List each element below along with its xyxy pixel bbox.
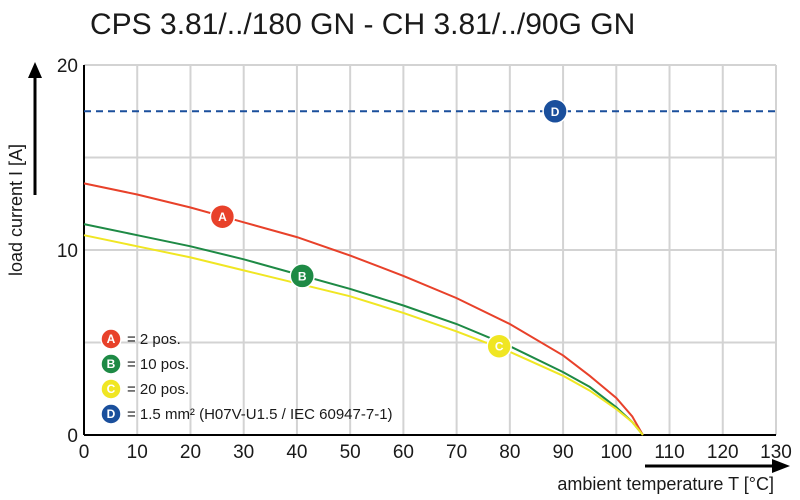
legend-marker (100, 353, 122, 375)
legend-marker (100, 328, 122, 350)
x-tick-label: 40 (286, 442, 307, 463)
marker-letter: A (218, 210, 227, 224)
legend-label: = 10 pos. (127, 356, 189, 373)
x-tick-label: 80 (499, 442, 520, 463)
x-tick-label: 0 (79, 442, 90, 463)
marker-circle (486, 333, 512, 359)
series-lines (83, 110, 776, 436)
legend-marker (100, 378, 122, 400)
series-line-c (83, 234, 644, 436)
x-axis-arrowhead (772, 459, 790, 473)
legend-label: = 1.5 mm² (H07V-U1.5 / IEC 60947-7-1) (127, 406, 393, 423)
marker-letter: D (551, 105, 560, 119)
series-line-b (83, 223, 644, 436)
y-tick-label: 20 (57, 56, 78, 77)
y-axis-arrowhead (28, 62, 42, 78)
marker-circle (289, 263, 315, 289)
x-tick-label: 100 (600, 442, 632, 463)
legend-marker-letter: C (107, 382, 116, 396)
legend: A = 2 pos. B = 10 pos. C = 20 pos. D = 1.5 mm² … (100, 328, 393, 425)
x-tick-label: 20 (180, 442, 201, 463)
series-marker-b: B (289, 263, 315, 289)
x-axis-label: ambient temperature T [°C] (557, 474, 774, 494)
legend-item-b: B = 10 pos. (100, 353, 189, 375)
x-tick-label: 90 (553, 442, 574, 463)
x-tick-label: 130 (760, 442, 792, 463)
marker-circle (209, 203, 236, 230)
tick-labels: 0 10 20 30 40 50 60 70 80 90 100 110 120 130 0 10 20 (57, 56, 792, 463)
series-marker-d: D (542, 98, 568, 124)
x-tick-label: 30 (233, 442, 254, 463)
x-tick-label: 70 (446, 442, 467, 463)
legend-marker-letter: A (107, 332, 116, 346)
legend-item-c: C = 20 pos. (100, 378, 189, 400)
x-tick-label: 50 (340, 442, 361, 463)
series-marker-a: A (209, 203, 236, 230)
axes (28, 62, 790, 473)
x-tick-label: 60 (393, 442, 414, 463)
x-tick-label: 10 (127, 442, 148, 463)
marker-circle (542, 98, 568, 124)
legend-marker (100, 403, 122, 425)
y-axis-label: load current I [A] (6, 144, 26, 276)
y-tick-label: 10 (57, 241, 78, 262)
y-tick-label: 0 (67, 426, 78, 447)
chart-title: CPS 3.81/../180 GN - CH 3.81/../90G GN (90, 8, 635, 41)
legend-item-a: A = 2 pos. (100, 328, 181, 350)
legend-marker-letter: D (107, 407, 116, 421)
legend-item-d: D = 1.5 mm² (H07V-U1.5 / IEC 60947-7-1) (100, 403, 393, 425)
series-markers: A B C D (209, 98, 568, 359)
x-tick-label: 110 (654, 442, 684, 463)
legend-label: = 20 pos. (127, 381, 189, 398)
series-marker-c: C (486, 333, 512, 359)
marker-letter: C (495, 340, 504, 354)
grid (84, 64, 777, 435)
series-line-a (83, 182, 644, 436)
legend-label: = 2 pos. (127, 331, 181, 348)
x-tick-label: 120 (707, 442, 739, 463)
legend-marker-letter: B (107, 357, 116, 371)
marker-letter: B (298, 269, 307, 283)
